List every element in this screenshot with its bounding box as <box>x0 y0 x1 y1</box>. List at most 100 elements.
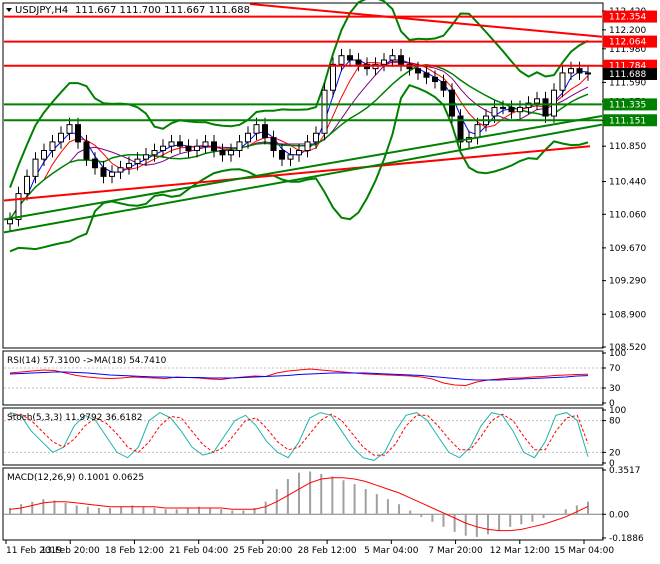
candle-body <box>40 150 48 160</box>
candle-body <box>431 76 439 83</box>
macd-panel-frame <box>2 467 604 541</box>
x-tick-label: 21 Feb 04:00 <box>169 546 228 556</box>
price-tag-label: 111.151 <box>609 116 646 126</box>
candle-body <box>423 72 430 78</box>
candle-body <box>219 150 226 156</box>
price-tag-resistance <box>603 35 657 48</box>
candle-body <box>389 55 396 61</box>
stoch-panel-frame <box>2 407 604 466</box>
indicator-y-tick-label: 80 <box>609 417 621 427</box>
candle-body <box>176 141 184 147</box>
candle-body <box>193 145 201 152</box>
candle-body <box>346 55 354 61</box>
stoch-series-1 <box>9 413 589 456</box>
price-tag-support <box>603 114 657 127</box>
candle-body <box>74 124 82 143</box>
x-tick-label: 13 Feb 20:00 <box>41 546 100 556</box>
candle-body <box>397 55 405 65</box>
candle-body <box>448 89 456 117</box>
candle-body <box>100 167 107 177</box>
rsi-title: RSI(14) 57.3100 ->MA(18) 54.7410 <box>7 356 167 366</box>
indicator-y-tick-label: 20 <box>609 448 621 458</box>
chart-header: USDJPY,H4 111.667 111.700 111.667 111.68… <box>6 5 250 16</box>
candle-body <box>550 89 558 117</box>
candle-body <box>168 141 175 147</box>
candle-body <box>278 150 286 160</box>
candle-body <box>15 193 22 220</box>
candle-body <box>49 141 56 152</box>
green-trend-line-upper <box>3 115 603 221</box>
candle-body <box>542 98 549 117</box>
indicator-y-tick-label: 70 <box>609 364 621 374</box>
candle-body <box>108 171 116 177</box>
candle-body <box>261 124 269 139</box>
candle-body <box>83 141 90 160</box>
green-trend-line-lower <box>3 123 603 234</box>
candle-body <box>287 154 294 160</box>
x-tick-label: 28 Feb 12:00 <box>298 546 357 556</box>
candle-body <box>329 63 337 91</box>
price-y-tick-label: 110.440 <box>609 178 646 188</box>
indicator-y-tick-label: -0.1886 <box>609 534 644 544</box>
candle-body <box>151 150 158 156</box>
x-tick-label: 12 Mar 12:00 <box>490 546 550 556</box>
candle-body <box>457 115 464 143</box>
candle-body <box>499 106 507 109</box>
candle-body <box>414 68 422 74</box>
stoch-title: Stoch(5,3,3) 11.9792 36.6182 <box>7 413 142 423</box>
x-tick-label: 25 Feb 20:00 <box>233 546 292 556</box>
candle-body <box>134 158 141 164</box>
candle-body <box>576 68 583 74</box>
price-y-axis: 112.420112.200111.980111.780111.590111.3… <box>602 7 646 353</box>
candle-body <box>202 141 209 147</box>
macd-title: MACD(12,26,9) 0.1001 0.0625 <box>7 473 144 483</box>
indicator-y-tick-label: 0.3517 <box>609 466 641 476</box>
price-y-tick-label: 111.590 <box>609 78 646 88</box>
price-tag-label: 111.335 <box>609 100 646 110</box>
red-trend-line <box>3 145 591 202</box>
candle-body <box>57 132 65 143</box>
candle-body <box>516 106 524 113</box>
candle-body <box>355 59 362 65</box>
macd-chart-marks: 0.3517 0.00 -0.1886 <box>4 466 644 544</box>
candle-body <box>244 132 252 143</box>
indicator-y-tick-label: 0 <box>609 399 615 409</box>
price-tag-label: 112.354 <box>609 13 646 23</box>
candle-body <box>159 145 167 152</box>
price-y-tick-label: 110.060 <box>609 210 646 220</box>
candle-body <box>533 98 541 104</box>
stoch-series-0 <box>9 412 589 461</box>
price-tag-resistance <box>603 10 657 23</box>
rsi-series-1 <box>9 371 589 381</box>
indicator-y-tick-label: 0 <box>609 459 615 469</box>
x-tick-label: 5 Mar 04:00 <box>364 546 419 556</box>
price-y-tick-label: 112.200 <box>609 26 646 36</box>
candle-body <box>474 124 481 139</box>
indicator-y-tick-label: 100 <box>609 349 626 359</box>
candle-body <box>6 218 14 225</box>
price-y-tick-label: 111.980 <box>609 45 646 55</box>
x-tick-label: 18 Feb 12:00 <box>105 546 164 556</box>
x-tick-label: 7 Mar 20:00 <box>428 546 483 556</box>
candle-body <box>584 72 592 75</box>
price-tag-support <box>603 98 657 111</box>
x-tick-label: 11 Feb 2019 <box>6 546 62 556</box>
candle-body <box>91 158 99 169</box>
candle-body <box>32 158 39 177</box>
price-y-tick-label: 109.670 <box>609 244 646 254</box>
candle-body <box>253 124 260 134</box>
candle-body <box>338 55 345 65</box>
dropdown-triangle-icon[interactable] <box>6 8 12 12</box>
candle-body <box>117 167 124 173</box>
candle-body <box>380 59 388 65</box>
candle-body <box>23 175 31 195</box>
red-diagonal-resistance <box>249 3 603 38</box>
candle-body <box>567 68 575 74</box>
candle-body <box>295 150 303 156</box>
indicator-y-tick-label: 30 <box>609 384 621 394</box>
candle-body <box>559 72 566 91</box>
price-tag-label: 111.784 <box>609 62 646 72</box>
